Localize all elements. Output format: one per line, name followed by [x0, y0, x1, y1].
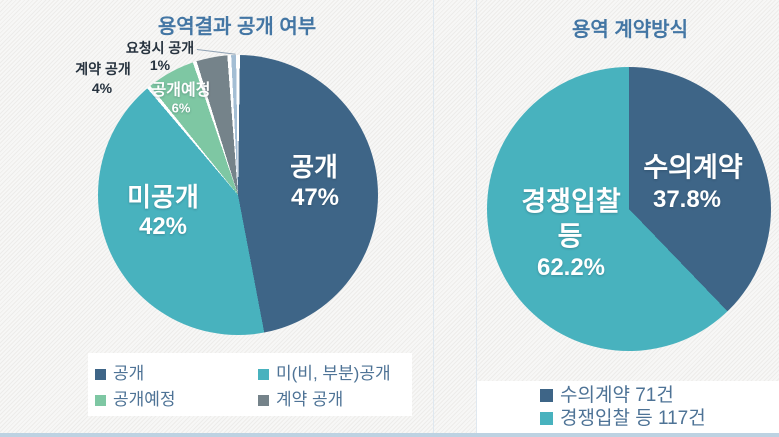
- chart-title-contract-method: 용역 계약방식: [572, 19, 688, 41]
- pie-disclosure: [98, 55, 378, 335]
- legend-item: 계약 공개: [258, 387, 412, 413]
- slice-pct-competitive-bid: 62.2%: [536, 254, 606, 281]
- slice-label-competitive-bid-line2: 등: [557, 221, 583, 252]
- legend-disclosure: 공개 미(비, 부분)공개 공개예정 계약 공개: [88, 353, 412, 416]
- legend-label: 공개예정: [113, 390, 176, 410]
- slice-label-private-contract: 수의계약: [643, 152, 743, 183]
- legend-swatch: [540, 412, 553, 426]
- leader-line-on-request: [196, 49, 236, 55]
- slice-pct-migongale: 42%: [138, 213, 188, 240]
- slice-pct-private-contract: 37.8%: [652, 186, 722, 213]
- legend-contract-method: 수의계약 71건 경쟁입찰 등 117건: [477, 381, 779, 437]
- slice-pct-contract: 4%: [91, 80, 113, 96]
- chart-title-disclosure: 용역결과 공개 여부: [157, 16, 317, 38]
- legend-item: 경쟁입찰 등 117건: [540, 408, 779, 430]
- slice-pct-on-request: 1%: [149, 57, 171, 73]
- legend-swatch: [95, 394, 106, 406]
- bottom-border: [0, 433, 779, 437]
- slice-label-migongale: 미공개: [127, 182, 199, 212]
- legend-label: 계약 공개: [276, 390, 344, 410]
- slice-label-competitive-bid-line1: 경쟁입찰: [521, 186, 621, 217]
- slice-label-planned: 공개예정: [151, 82, 211, 99]
- legend-swatch: [258, 368, 269, 380]
- legend-item: 수의계약 71건: [540, 385, 779, 407]
- legend-label: 수의계약 71건: [560, 385, 674, 406]
- panel-divider: [433, 0, 434, 434]
- legend-label: 공개: [113, 364, 145, 384]
- slice-pct-planned: 6%: [171, 100, 191, 116]
- slice-pct-gongale: 47%: [290, 184, 340, 211]
- panel-divider: [476, 0, 477, 434]
- legend-swatch: [95, 368, 106, 380]
- legend-item: 공개예정: [95, 387, 258, 413]
- slice-label-contract: 계약 공개: [75, 61, 131, 77]
- slice-label-gongale: 공개: [290, 152, 338, 182]
- legend-item: 공개: [95, 361, 258, 387]
- legend-swatch: [540, 389, 553, 403]
- legend-label: 미(비, 부분)공개: [276, 364, 391, 384]
- legend-swatch: [258, 394, 269, 406]
- legend-item: 미(비, 부분)공개: [258, 361, 412, 387]
- pie-contract-method: [487, 67, 771, 351]
- slice-label-on-request: 요청시 공개: [125, 40, 195, 56]
- legend-label: 경쟁입찰 등 117건: [560, 407, 706, 429]
